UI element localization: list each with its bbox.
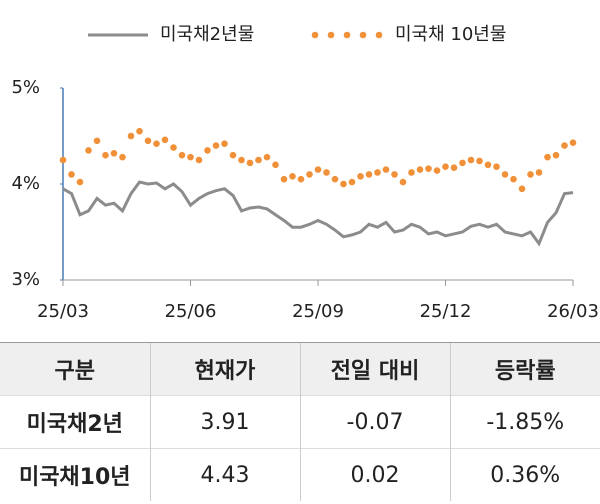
data-point — [374, 169, 381, 176]
data-point — [76, 178, 84, 186]
data-point — [552, 151, 560, 159]
data-point — [467, 156, 475, 164]
data-point — [365, 171, 373, 178]
data-point — [544, 153, 551, 161]
chart: 3% 4% 5% 25/03 25/06 25/09 25/12 26/03 미국채2년물 미국채… — [11, 24, 599, 322]
legend-marker — [343, 31, 351, 39]
cell: 0.02 — [299, 448, 450, 501]
x-tick-label: 25/09 — [292, 301, 344, 322]
cell: -1.85% — [449, 395, 600, 449]
data-point — [408, 169, 415, 176]
data-point — [272, 161, 279, 169]
data-point — [348, 178, 356, 186]
cell: 4.43 — [149, 448, 300, 501]
data-point — [476, 157, 483, 165]
x-tick-label: 25/06 — [165, 301, 217, 322]
data-point — [93, 137, 101, 145]
data-point — [340, 180, 347, 188]
legend-marker — [375, 31, 383, 39]
header-cell: 전일 대비 — [299, 342, 450, 396]
legend-label: 미국채2년물 — [160, 24, 254, 45]
data-point — [144, 137, 152, 145]
data-point — [484, 161, 492, 169]
data-point — [221, 140, 228, 147]
data-point — [204, 147, 211, 154]
data-point — [510, 175, 517, 183]
data-point — [569, 139, 577, 147]
header-cell: 등락률 — [449, 342, 600, 396]
price-table: 구분 현재가 전일 대비 등락률 미국채2년 3.91 -0.07 -1.85%… — [0, 342, 600, 501]
cell: 3.91 — [149, 395, 300, 449]
legend-marker — [327, 31, 335, 39]
data-point — [297, 175, 305, 183]
data-point — [161, 136, 169, 144]
data-point — [399, 178, 407, 186]
y-tick-label: 5% — [11, 77, 40, 98]
data-point — [518, 185, 526, 193]
data-point — [170, 144, 177, 151]
cell: 0.36% — [449, 448, 600, 501]
x-tick-label: 25/03 — [37, 301, 89, 322]
data-point — [119, 153, 126, 161]
data-point — [527, 171, 534, 178]
data-point — [416, 166, 424, 173]
data-point — [85, 147, 92, 154]
header-cell: 구분 — [0, 342, 150, 396]
data-point — [238, 156, 245, 164]
data-point — [425, 165, 432, 172]
data-point — [229, 151, 237, 159]
data-point — [178, 151, 186, 159]
table-row: 미국채10년 4.43 0.02 0.36% — [0, 448, 600, 501]
data-point — [442, 163, 449, 171]
data-point — [561, 142, 568, 149]
data-point — [323, 169, 330, 176]
data-point — [153, 140, 160, 147]
y-tick-label: 4% — [11, 173, 40, 194]
data-point — [391, 171, 398, 178]
data-point — [382, 166, 390, 173]
header-cell: 현재가 — [149, 342, 300, 396]
y-tick-label: 3% — [11, 269, 40, 290]
data-point — [331, 175, 339, 183]
data-point — [68, 171, 75, 178]
data-point — [289, 173, 296, 180]
table-header: 구분 현재가 전일 대비 등락률 — [0, 342, 600, 396]
data-point — [357, 173, 364, 180]
data-point — [102, 151, 109, 159]
row-label: 미국채2년 — [0, 395, 150, 449]
data-point — [212, 142, 220, 149]
data-point — [280, 175, 288, 183]
row-label: 미국채10년 — [0, 448, 150, 501]
legend-marker — [359, 31, 367, 39]
data-point — [501, 171, 509, 178]
x-tick-label: 26/03 — [547, 301, 599, 322]
data-point — [255, 156, 262, 164]
data-point — [246, 159, 254, 167]
data-point — [450, 164, 458, 171]
legend-label: 미국채 10년물 — [395, 24, 506, 45]
data-point — [493, 163, 500, 171]
data-point — [314, 166, 322, 173]
data-point — [110, 149, 118, 157]
data-point — [459, 159, 466, 167]
data-point — [136, 127, 143, 135]
table-row: 미국채2년 3.91 -0.07 -1.85% — [0, 395, 600, 449]
data-point — [433, 167, 441, 174]
cell: -0.07 — [299, 395, 450, 449]
data-line — [62, 180, 574, 247]
data-point — [127, 132, 135, 140]
legend-marker — [311, 31, 319, 39]
data-point — [187, 153, 194, 161]
x-tick-label: 25/12 — [420, 301, 472, 322]
data-point — [59, 156, 67, 164]
data-point — [535, 169, 543, 176]
data-point — [263, 153, 271, 161]
data-point — [195, 156, 203, 164]
data-point — [306, 171, 313, 178]
